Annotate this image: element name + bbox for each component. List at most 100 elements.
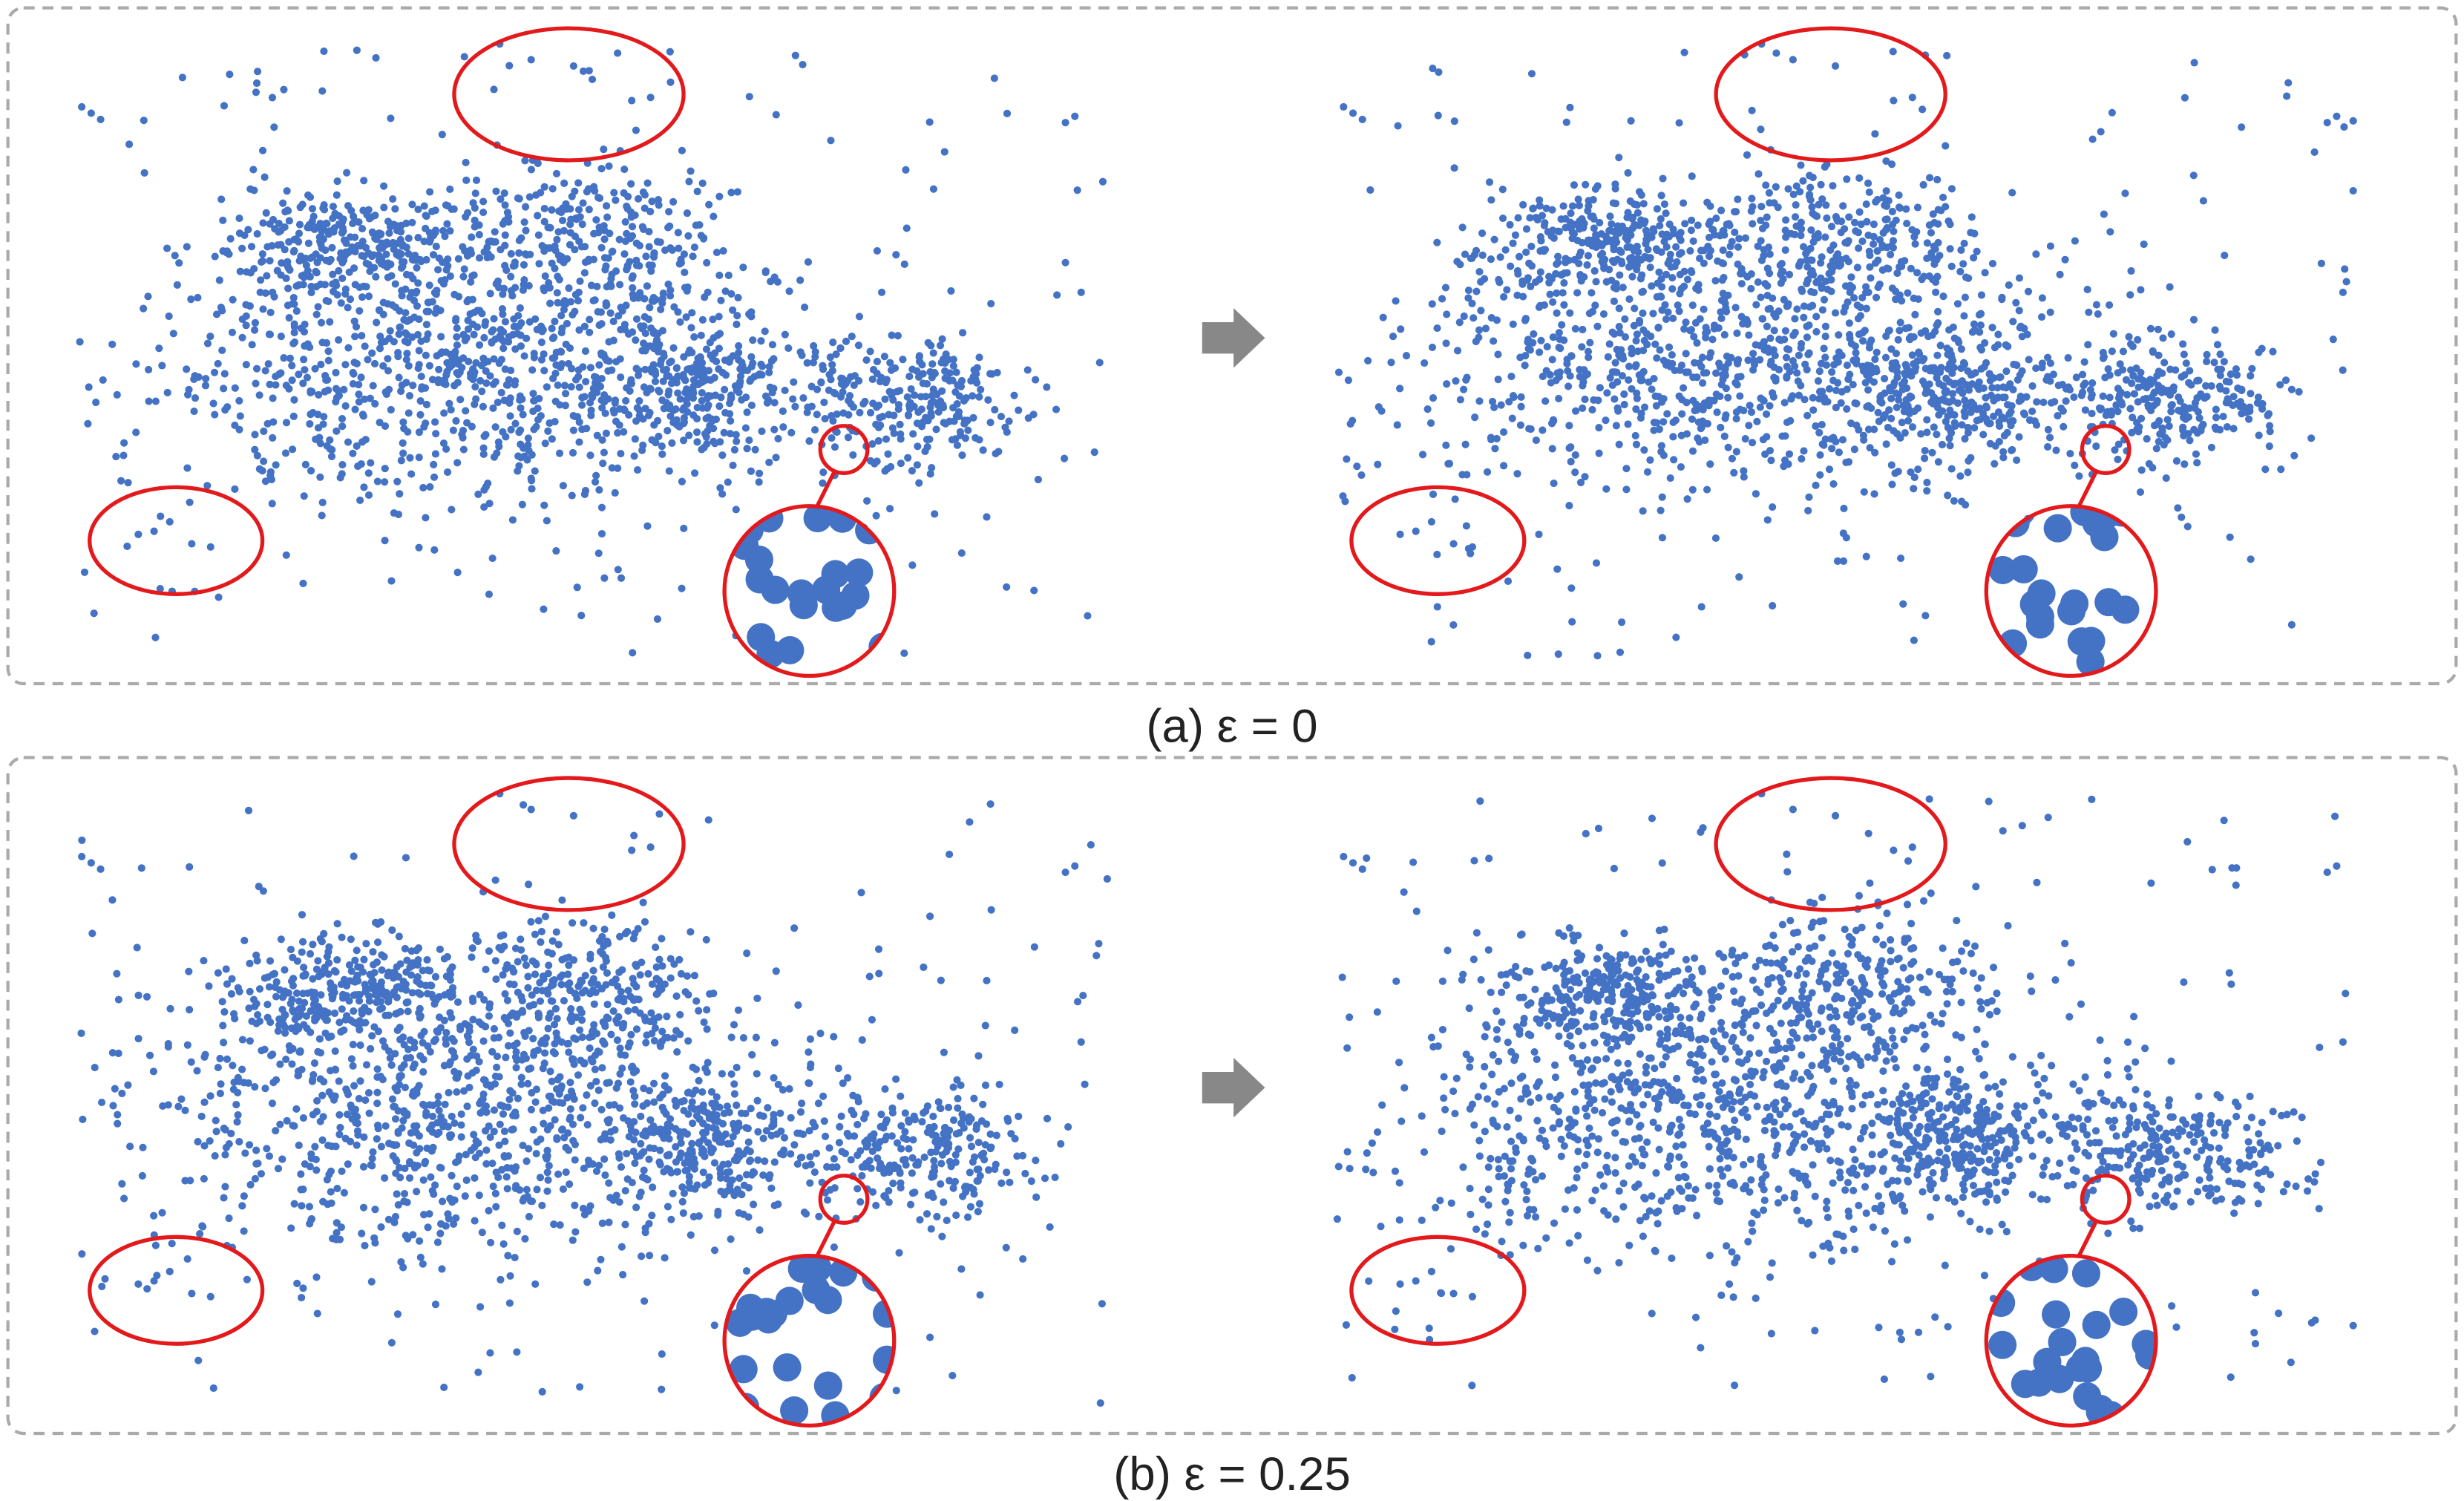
point <box>194 293 202 302</box>
point <box>1887 394 1895 403</box>
point <box>522 334 531 342</box>
point <box>801 303 809 312</box>
point <box>1640 403 1649 411</box>
point <box>335 1131 344 1139</box>
point <box>2088 379 2097 387</box>
point <box>183 1041 191 1049</box>
point <box>712 248 721 257</box>
point <box>1795 351 1803 359</box>
point <box>959 329 967 337</box>
point <box>2118 401 2126 409</box>
point <box>355 1026 364 1034</box>
point <box>1731 304 1740 312</box>
point <box>1061 454 1069 462</box>
point <box>1853 264 1861 272</box>
point <box>353 359 361 368</box>
point <box>1870 490 1878 498</box>
point <box>1450 117 1458 125</box>
point <box>1781 327 1789 335</box>
point <box>2229 393 2238 401</box>
point <box>1576 478 1585 487</box>
point <box>2213 341 2222 349</box>
zoom-point <box>2111 595 2140 624</box>
point <box>1724 443 1732 451</box>
point <box>592 216 600 224</box>
point <box>1578 238 1586 246</box>
point <box>324 356 332 364</box>
point <box>257 1170 266 1178</box>
point <box>1683 495 1691 503</box>
point <box>275 370 284 379</box>
point <box>1662 315 1671 324</box>
point <box>1622 465 1631 473</box>
point <box>1967 213 1976 221</box>
point <box>263 272 271 280</box>
point <box>499 344 508 353</box>
point <box>511 284 520 292</box>
point <box>909 430 917 438</box>
point <box>1543 342 1551 351</box>
point <box>655 201 663 209</box>
point <box>1887 345 1895 353</box>
point <box>1946 220 1954 229</box>
point <box>733 312 741 320</box>
point <box>1793 305 1801 313</box>
point <box>1612 422 1620 430</box>
point <box>1487 434 1495 442</box>
point <box>1563 269 1571 277</box>
point <box>1632 405 1640 413</box>
point <box>603 202 611 210</box>
point <box>417 373 425 381</box>
point <box>1567 443 1575 451</box>
point <box>515 249 523 257</box>
point <box>1732 414 1740 423</box>
point <box>702 433 710 441</box>
point <box>358 438 367 446</box>
point <box>1923 487 1931 495</box>
point <box>577 1056 585 1065</box>
point <box>1608 276 1616 284</box>
point <box>913 367 921 375</box>
point <box>874 401 883 410</box>
point <box>753 994 761 1002</box>
point <box>745 93 753 101</box>
point <box>297 1170 305 1178</box>
point <box>503 996 512 1004</box>
point <box>1578 343 1586 351</box>
point <box>589 967 597 975</box>
point <box>1765 189 1773 197</box>
point <box>1805 349 1813 357</box>
point <box>772 111 780 119</box>
point <box>1592 231 1600 239</box>
point <box>479 208 488 217</box>
point <box>2145 460 2153 468</box>
point <box>761 327 769 336</box>
point <box>301 460 309 468</box>
point <box>1925 380 1933 388</box>
point <box>1913 228 1921 236</box>
point <box>484 249 492 258</box>
point <box>194 1137 202 1146</box>
point <box>1554 258 1562 266</box>
point <box>372 53 380 62</box>
point <box>285 217 293 225</box>
point <box>568 364 576 373</box>
point <box>1720 432 1729 440</box>
point <box>1617 258 1625 266</box>
point <box>384 1047 393 1056</box>
point <box>1374 460 1382 468</box>
point <box>156 585 164 593</box>
point <box>1507 262 1515 270</box>
point <box>1811 232 1819 241</box>
point <box>405 392 414 400</box>
point <box>902 166 910 174</box>
point <box>791 402 799 411</box>
point <box>1656 221 1664 230</box>
point <box>80 568 89 576</box>
point <box>621 218 629 226</box>
point <box>511 258 519 266</box>
point <box>915 479 923 487</box>
point <box>2158 424 2166 432</box>
point <box>1939 193 1947 202</box>
point <box>628 232 637 240</box>
